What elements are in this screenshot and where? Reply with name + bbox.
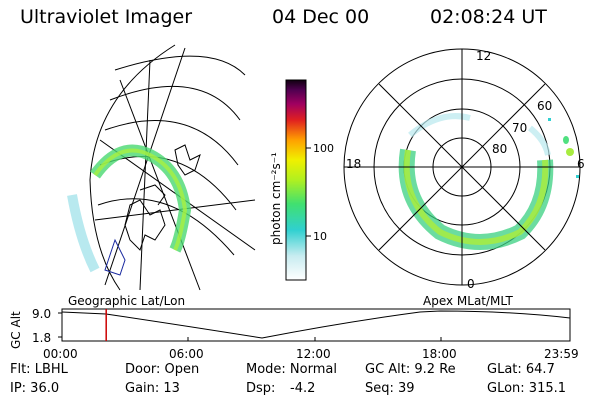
observation-date: 04 Dec 00: [272, 6, 370, 28]
color-scale-bar: [285, 79, 307, 281]
time-tick-0600: 06:00: [169, 347, 204, 361]
gain-status: Gain: 13: [125, 381, 180, 396]
ip-status: IP: 36.0: [10, 381, 60, 396]
time-tick-0000: 00:00: [43, 347, 78, 361]
colorbar-tick-10: 10: [313, 230, 327, 243]
dsp-value: -4.2: [290, 381, 316, 396]
mlt-label-12: 12: [476, 49, 491, 63]
mlat-label-70: 70: [512, 121, 527, 135]
mode-status: Mode: Normal: [246, 362, 337, 377]
mlt-label-6: 6: [577, 157, 585, 171]
colorbar-unit-label: photon cm⁻²s⁻¹: [269, 152, 283, 245]
door-status: Door: Open: [125, 362, 200, 377]
mlat-label-60: 60: [537, 99, 552, 113]
glon-status: GLon: 315.1: [487, 381, 567, 396]
glat-status: GLat: 64.7: [487, 362, 555, 377]
observation-time: 02:08:24 UT: [430, 6, 547, 28]
gc-alt-status: GC Alt: 9.2 Re: [365, 362, 456, 377]
time-tick-2359: 23:59: [544, 347, 579, 361]
instrument-title: Ultraviolet Imager: [20, 6, 193, 28]
colorbar-tick-100: 100: [313, 142, 334, 155]
magnetic-polar-plot: [343, 48, 581, 286]
timeline-y-axis-label: GC Alt: [9, 311, 23, 349]
filter-status: Flt: LBHL: [10, 362, 68, 377]
timeline-y-max: 9.0: [32, 307, 51, 321]
time-tick-1200: 12:00: [296, 347, 331, 361]
time-tick-1800: 18:00: [422, 347, 457, 361]
mlt-label-18: 18: [346, 157, 361, 171]
mlat-label-80: 80: [492, 142, 507, 156]
geographic-map: [67, 44, 256, 291]
dsp-label: Dsp:: [246, 381, 276, 396]
timeline-y-min: 1.8: [32, 331, 51, 345]
mlt-label-0: 0: [467, 277, 475, 291]
geographic-label: Geographic Lat/Lon: [68, 294, 185, 308]
apex-label: Apex MLat/MLT: [423, 294, 513, 308]
seq-status: Seq: 39: [365, 381, 415, 396]
altitude-timeline: [58, 308, 571, 342]
